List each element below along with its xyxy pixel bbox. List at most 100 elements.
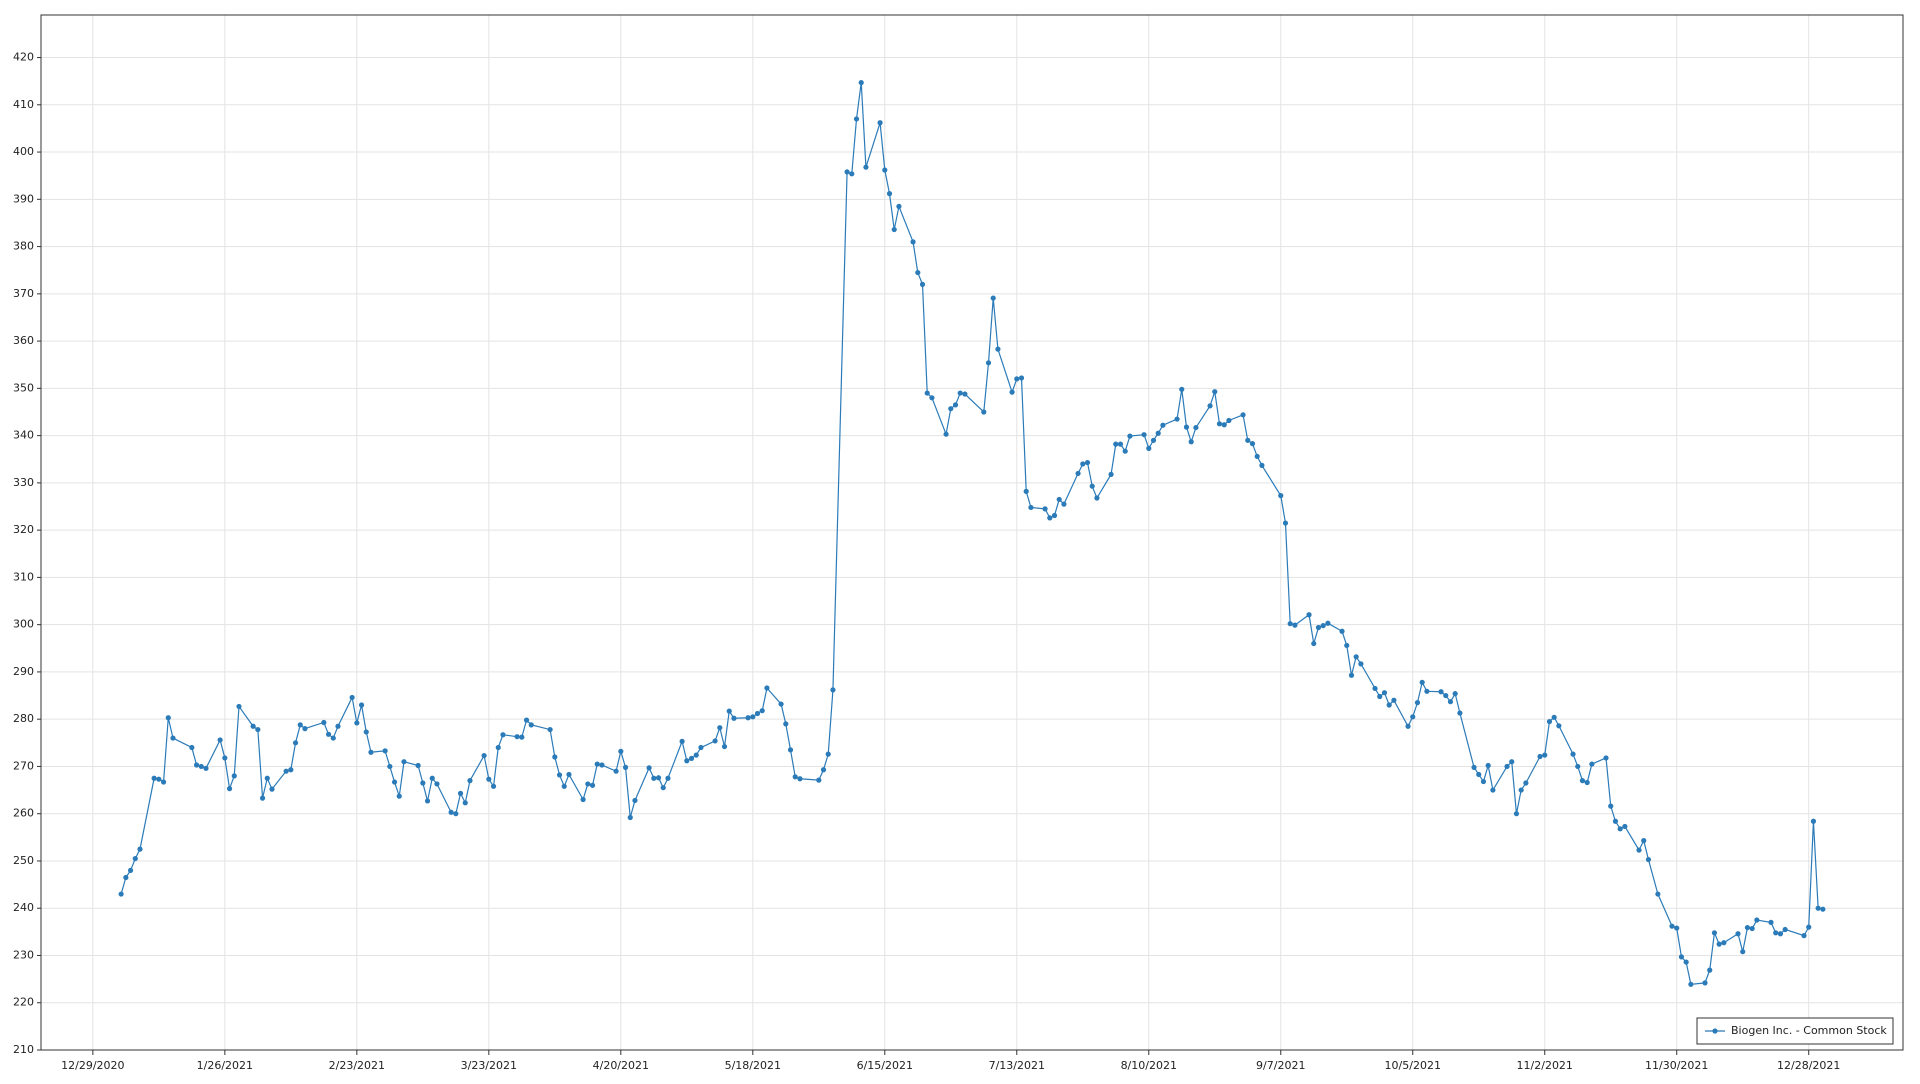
data-point — [981, 409, 987, 415]
data-point — [363, 729, 369, 735]
data-point — [118, 891, 124, 897]
data-point — [566, 771, 572, 778]
data-point — [1617, 826, 1623, 832]
data-point — [1080, 461, 1086, 467]
y-tick-label: 370 — [13, 287, 34, 300]
data-point — [1452, 691, 1458, 697]
data-point — [462, 800, 468, 806]
data-point — [910, 239, 916, 245]
data-point — [561, 783, 567, 789]
data-point — [523, 717, 530, 723]
data-point — [264, 775, 270, 781]
data-point — [1480, 778, 1487, 785]
data-point — [858, 79, 864, 86]
data-point — [255, 726, 261, 733]
data-point — [1509, 759, 1515, 765]
data-point — [1127, 433, 1133, 439]
data-point — [1028, 504, 1034, 511]
data-point — [189, 744, 195, 751]
data-point — [1216, 421, 1223, 427]
data-point — [170, 735, 176, 741]
data-point — [877, 120, 883, 126]
data-point — [269, 786, 275, 792]
data-point — [613, 768, 619, 774]
data-point — [726, 708, 732, 714]
data-point — [952, 402, 959, 408]
data-point — [552, 754, 558, 760]
data-point — [599, 762, 605, 768]
data-point — [1160, 422, 1166, 428]
data-point — [1815, 905, 1821, 911]
data-point — [684, 758, 690, 764]
y-tick-label: 270 — [13, 759, 34, 772]
data-point — [891, 226, 897, 233]
data-point — [1174, 416, 1180, 422]
data-point — [1113, 441, 1119, 447]
data-point — [651, 775, 657, 781]
data-point — [1523, 780, 1529, 786]
data-point — [1447, 699, 1454, 705]
data-point — [679, 738, 685, 744]
data-point — [1688, 981, 1694, 987]
data-point — [1645, 856, 1652, 863]
data-point — [495, 744, 501, 751]
data-point — [1320, 623, 1326, 629]
data-point — [1018, 375, 1025, 381]
data-point — [325, 731, 332, 737]
data-point — [929, 395, 935, 401]
y-tick-label: 380 — [13, 240, 34, 253]
y-tick-label: 210 — [13, 1043, 34, 1056]
data-point — [434, 781, 440, 787]
data-point — [787, 747, 794, 753]
y-tick-label: 410 — [13, 98, 34, 111]
data-point — [820, 767, 827, 773]
y-tick-label: 260 — [13, 807, 34, 820]
data-point — [1636, 847, 1642, 853]
data-point — [995, 346, 1001, 352]
data-point — [259, 795, 266, 801]
x-tick-label: 7/13/2021 — [989, 1059, 1045, 1072]
data-point — [1490, 787, 1496, 793]
x-tick-label: 10/5/2021 — [1385, 1059, 1441, 1072]
data-point — [222, 755, 228, 761]
data-point — [467, 778, 473, 784]
data-point — [1570, 751, 1576, 757]
data-point — [193, 762, 200, 768]
data-point — [712, 738, 718, 744]
data-point — [1608, 803, 1614, 809]
data-point — [990, 295, 996, 301]
data-point — [1777, 931, 1784, 937]
data-point — [1325, 620, 1331, 626]
data-point — [1603, 755, 1609, 761]
data-point — [1782, 926, 1788, 933]
data-point — [1315, 624, 1322, 631]
data-point — [1282, 520, 1289, 526]
data-point — [1754, 917, 1760, 923]
data-point — [1702, 980, 1708, 986]
data-point — [778, 701, 784, 707]
legend-box — [1696, 1017, 1894, 1045]
data-point — [1042, 506, 1048, 512]
data-point — [1155, 430, 1161, 436]
data-point — [1749, 925, 1755, 932]
data-point — [1740, 949, 1746, 955]
data-point — [387, 763, 393, 770]
x-tick-label: 4/20/2021 — [593, 1059, 649, 1072]
x-tick-label: 11/2/2021 — [1517, 1059, 1573, 1072]
data-point — [1414, 700, 1421, 706]
data-point — [1306, 612, 1312, 618]
data-point — [1089, 483, 1095, 489]
data-point — [853, 116, 860, 122]
data-point — [1735, 931, 1741, 937]
data-point — [160, 779, 167, 785]
y-tick-label: 400 — [13, 145, 34, 158]
data-point — [1249, 441, 1256, 447]
plot-border — [40, 14, 1904, 1051]
y-tick-label: 420 — [13, 51, 34, 64]
data-point — [1721, 940, 1727, 946]
legend-label: Biogen Inc. - Common Stock — [1731, 1024, 1887, 1037]
x-tick-label: 8/10/2021 — [1121, 1059, 1177, 1072]
data-point — [1537, 753, 1543, 760]
data-point — [236, 703, 242, 710]
